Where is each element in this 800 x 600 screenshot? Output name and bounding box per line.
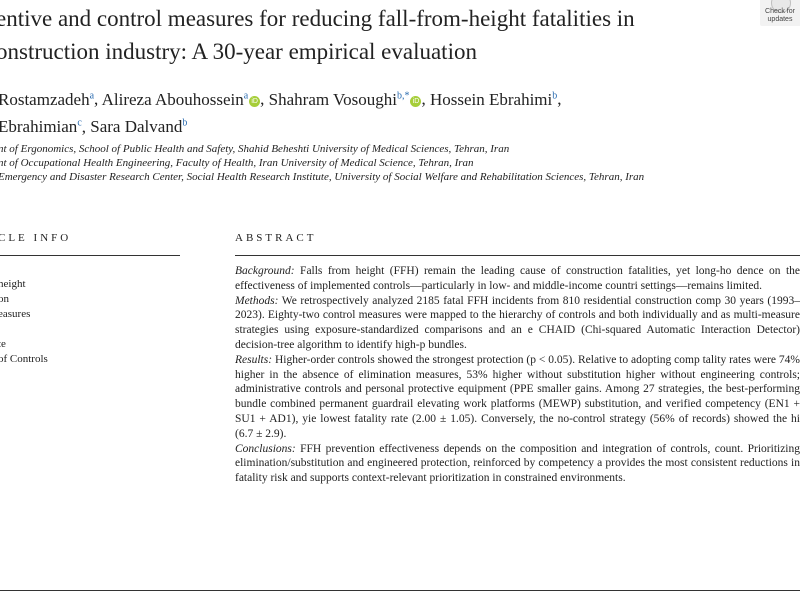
affiliation-b: nt of Occupational Health Engineering, F… xyxy=(0,157,474,169)
abstract-results: Results: Higher-order controls showed th… xyxy=(235,353,800,440)
author-2[interactable]: Alireza AbouhosseinaiD xyxy=(102,90,261,109)
affiliation-a: nt of Ergonomics, School of Public Healt… xyxy=(0,143,510,155)
title-line-1: entive and control measures for reducing… xyxy=(0,6,635,31)
keyword: height xyxy=(0,278,26,290)
keyword xyxy=(0,322,173,337)
abstract-heading: ABSTRACT xyxy=(235,232,317,244)
title-line-2: onstruction industry: A 30-year empirica… xyxy=(0,39,477,64)
article-info-divider xyxy=(0,255,180,256)
author-4[interactable]: Hossein Ebrahimib xyxy=(429,89,558,109)
affiliation-c: Emergency and Disaster Research Center, … xyxy=(0,171,645,183)
author-6[interactable]: Sara Dalvandb xyxy=(90,117,188,137)
author-5[interactable]: Ebrahimianc xyxy=(0,117,82,137)
orcid-icon[interactable]: iD xyxy=(410,95,422,107)
paper-title: entive and control measures for reducing… xyxy=(0,2,756,68)
article-info-heading: CLE INFO xyxy=(0,232,72,244)
author-1[interactable]: Rostamzadeha xyxy=(0,89,95,109)
abstract-body: Background: Falls from height (FFH) rema… xyxy=(235,264,800,584)
keywords-list: height on easures te of Controls xyxy=(0,277,173,367)
keyword: te xyxy=(0,338,6,350)
orcid-icon[interactable]: iD xyxy=(249,95,261,107)
keyword: of Controls xyxy=(0,353,48,365)
keyword: easures xyxy=(0,308,31,320)
affiliations: nt of Ergonomics, School of Public Healt… xyxy=(0,142,788,184)
author-3[interactable]: Shahram Vosoughib,*iD xyxy=(269,90,422,109)
abstract-conclusions: Conclusions: FFH prevention effectivenes… xyxy=(235,442,800,485)
check-updates-label: Check for updates xyxy=(765,8,795,23)
keyword: on xyxy=(0,293,9,305)
abstract-background: Background: Falls from height (FFH) rema… xyxy=(235,265,800,292)
author-list: Rostamzadeha, Alireza AbouhosseinaiD, Sh… xyxy=(0,89,562,137)
abstract-divider xyxy=(235,255,800,256)
check-for-updates-badge[interactable]: Check for updates xyxy=(760,0,800,26)
abstract-methods: Methods: We retrospectively analyzed 218… xyxy=(235,294,800,351)
footer-divider xyxy=(0,590,800,591)
